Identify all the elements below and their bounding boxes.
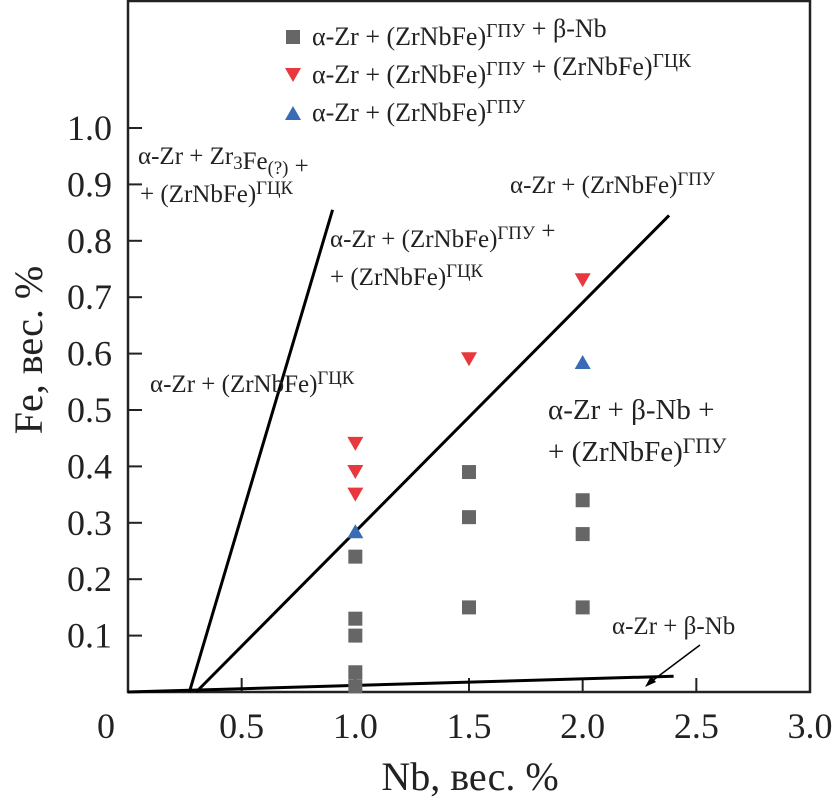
text-segment: + (ZrNbFe) xyxy=(548,436,683,468)
text-segment: + xyxy=(535,218,555,245)
triangle-up-data-point xyxy=(574,355,591,370)
x-axis-label: Nb, вес. % xyxy=(381,754,558,799)
square-data-point xyxy=(462,600,476,615)
text-segment: α-Zr + (ZrNbFe) xyxy=(312,98,486,127)
supscript-text: ГПУ xyxy=(486,21,525,42)
text-segment: + β-Nb xyxy=(525,14,606,43)
y-tick-label: 0.5 xyxy=(67,390,112,430)
region-annotation: + (ZrNbFe)ГПУ xyxy=(548,434,727,468)
legend-marker-square xyxy=(286,30,300,44)
text-segment: α-Zr + (ZrNbFe) xyxy=(312,60,486,89)
supscript-text: ГЦК xyxy=(653,51,692,72)
text-segment: + xyxy=(288,153,308,180)
x-tick-label: 1.0 xyxy=(333,706,378,746)
text-segment: + (ZrNbFe) xyxy=(140,181,256,208)
square-data-point xyxy=(348,679,363,694)
legend-marker-triangle-up xyxy=(285,106,301,120)
square-data-point xyxy=(348,665,363,680)
region-annotation: α-Zr + (ZrNbFe)ГЦК xyxy=(150,368,355,398)
text-segment: α-Zr + β-Nb xyxy=(612,613,735,640)
y-tick-label: 0.7 xyxy=(67,277,112,317)
text-segment: α-Zr + (ZrNbFe) xyxy=(150,371,317,398)
y-tick-label: 0.8 xyxy=(67,221,112,261)
text-segment: + (ZrNbFe) xyxy=(330,264,446,291)
supscript-text: ГПУ xyxy=(497,223,535,244)
supscript-text: ГПУ xyxy=(486,97,525,118)
x-tick-label: 0 xyxy=(97,706,115,746)
supscript-text: ГПУ xyxy=(486,59,525,80)
text-segment: α-Zr + (ZrNbFe) xyxy=(510,172,677,199)
region-annotation: + (ZrNbFe)ГЦК xyxy=(140,178,294,208)
y-tick-label: 1.0 xyxy=(67,108,112,148)
text-segment: α-Zr + (ZrNbFe) xyxy=(312,22,486,51)
x-tick-label: 3.0 xyxy=(788,706,833,746)
triangle-down-data-point xyxy=(347,436,364,451)
boundary-fcc xyxy=(187,209,335,693)
data-points xyxy=(347,273,591,694)
supscript-text: ГЦК xyxy=(317,368,354,389)
annotations: α-Zr + Zr3Fe(?) ++ (ZrNbFe)ГЦК α-Zr + (Zr… xyxy=(138,143,735,640)
y-tick-label: 0.6 xyxy=(67,334,112,374)
triangle-down-data-point xyxy=(347,487,364,502)
triangle-down-data-point xyxy=(347,465,364,480)
supscript-text: ГЦК xyxy=(256,178,293,199)
region-annotation: α-Zr + β-Nb xyxy=(612,613,735,640)
square-data-point xyxy=(575,600,590,615)
supscript-text: ГЦК xyxy=(446,261,483,282)
y-tick-label: 0.2 xyxy=(67,559,112,599)
subscript-text: (?) xyxy=(268,158,289,179)
legend-marker-triangle-down xyxy=(285,68,301,82)
text-segment: α-Zr + β-Nb + xyxy=(548,394,715,426)
x-tick-label: 1.5 xyxy=(447,706,492,746)
x-tick-label: 0.5 xyxy=(219,706,264,746)
y-tick-label: 0.9 xyxy=(67,164,112,204)
x-tick-label: 2.5 xyxy=(674,706,719,746)
y-tick-label: 0.4 xyxy=(67,446,112,486)
square-data-point xyxy=(348,611,363,626)
square-data-point xyxy=(575,527,590,542)
x-axis-ticks: 0 0.5 1.0 1.5 2.0 2.5 3.0 xyxy=(97,678,833,746)
x-tick-label: 2.0 xyxy=(560,706,605,746)
text-segment: Fe xyxy=(243,148,268,175)
text-segment: + (ZrNbFe) xyxy=(525,52,652,81)
supscript-text: ГПУ xyxy=(677,169,715,190)
y-axis-ticks: 0.1 0.2 0.3 0.4 0.5 0.6 0.7 0.8 0.9 1.0 xyxy=(67,108,142,656)
region-annotation: + (ZrNbFe)ГЦК xyxy=(330,261,484,291)
triangle-down-data-point xyxy=(461,352,477,367)
legend-label: α-Zr + (ZrNbFe)ГПУ + β-Nb xyxy=(312,14,607,51)
square-data-point xyxy=(462,465,476,480)
annotation-arrow xyxy=(647,644,701,685)
y-tick-label: 0.1 xyxy=(67,616,112,656)
subscript-text: 3 xyxy=(233,153,242,174)
boundary-hcp xyxy=(195,214,671,694)
triangle-up-data-point xyxy=(347,524,364,539)
y-axis-label: Fe, вес. % xyxy=(6,266,51,434)
text-segment: α-Zr + Zr xyxy=(138,143,234,170)
text-segment: α-Zr + (ZrNbFe) xyxy=(330,226,497,253)
boundary-lines xyxy=(127,209,701,694)
supscript-text: ГПУ xyxy=(683,434,727,458)
region-annotation: α-Zr + β-Nb + xyxy=(548,394,715,426)
triangle-down-data-point xyxy=(574,273,591,288)
square-data-point xyxy=(575,493,590,508)
y-tick-label: 0.3 xyxy=(67,503,112,543)
square-data-point xyxy=(462,510,476,525)
square-data-point xyxy=(348,628,363,643)
square-data-point xyxy=(348,549,363,564)
region-annotation: α-Zr + (ZrNbFe)ГПУ + xyxy=(330,218,555,253)
region-annotation: α-Zr + (ZrNbFe)ГПУ xyxy=(510,169,716,199)
legend-label: α-Zr + (ZrNbFe)ГПУ + (ZrNbFe)ГЦК xyxy=(312,51,692,89)
arrow-head xyxy=(645,676,656,687)
boundary-beta-nb xyxy=(127,674,674,694)
legend: α-Zr + (ZrNbFe)ГПУ + β-Nbα-Zr + (ZrNbFe)… xyxy=(285,14,692,127)
region-annotation: α-Zr + Zr3Fe(?) + xyxy=(138,143,309,180)
legend-label: α-Zr + (ZrNbFe)ГПУ xyxy=(312,97,525,127)
